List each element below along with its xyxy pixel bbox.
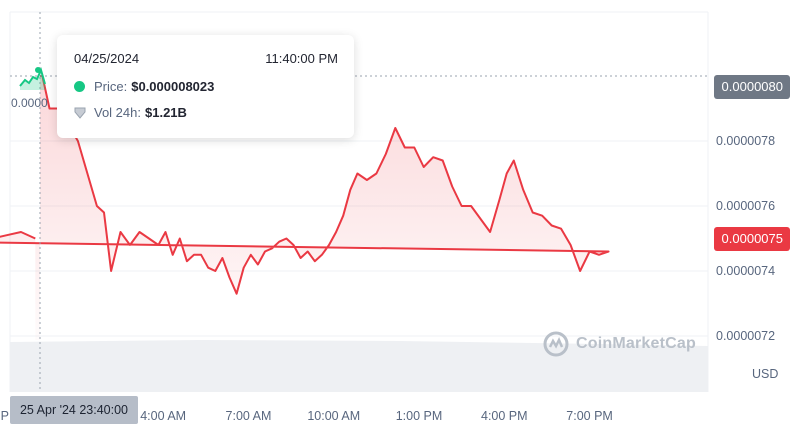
volume-band <box>10 340 708 392</box>
price-line <box>0 75 610 295</box>
mini-chart-icon <box>19 67 46 90</box>
tooltip-volume-label: Vol 24h: <box>94 105 141 120</box>
watermark-text: CoinMarketCap <box>576 335 696 352</box>
current-price-label: 0.0000075 <box>713 227 790 251</box>
tooltip-volume-row: Vol 24h: $1.21B <box>74 105 187 120</box>
y-tick-label: 0.0000076 <box>716 199 775 213</box>
tooltip-time: 11:40:00 PM <box>265 51 338 66</box>
mini-chart-value: 0.0000 <box>11 96 48 110</box>
y-tick-label: 0.0000072 <box>716 329 775 343</box>
crosshair-price-label: 0.0000080 <box>713 75 790 99</box>
x-tick-label: 4:00 AM <box>140 409 186 423</box>
tooltip-date: 04/25/2024 <box>74 51 140 66</box>
y-tick-label: 0.0000078 <box>716 134 775 148</box>
x-tick-label: 7:00 AM <box>226 409 272 423</box>
y-axis-ticks: 0.0000072 0.0000074 0.0000076 0.0000078 <box>716 134 775 343</box>
x-tick-label: 7:00 PM <box>566 409 613 423</box>
tooltip-price-value: $0.000008023 <box>131 79 215 94</box>
tooltip-volume-value: $1.21B <box>145 105 187 120</box>
coinmarketcap-logo-icon <box>543 331 569 357</box>
y-axis-unit: USD <box>752 367 779 381</box>
price-dot-icon <box>74 81 85 92</box>
x-tick-label: 1:00 PM <box>396 409 443 423</box>
x-tick-label: 4:00 PM <box>481 409 528 423</box>
x-tick-label: 10:00 AM <box>307 409 360 423</box>
watermark: CoinMarketCap <box>542 330 696 358</box>
chart-gridlines <box>9 11 709 392</box>
y-tick-label: 0.0000074 <box>716 264 775 278</box>
tooltip-price-label: Price: <box>94 79 128 94</box>
crosshair-x-label: 25 Apr '24 23:40:00 <box>10 396 138 424</box>
tooltip-price-row: Price: $0.000008023 <box>74 79 214 94</box>
price-tooltip: 04/25/2024 11:40:00 PM Price: $0.0000080… <box>57 35 354 138</box>
volume-area <box>10 340 708 392</box>
volume-shield-icon <box>74 107 86 119</box>
